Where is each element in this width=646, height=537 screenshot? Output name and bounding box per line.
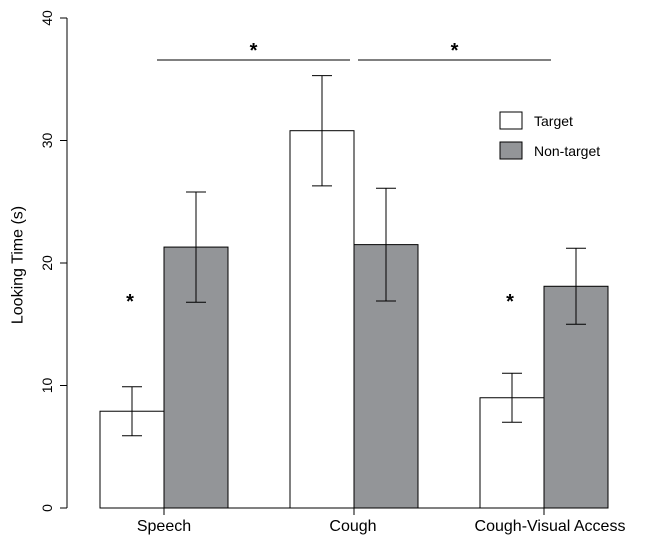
y-tick-label: 30 (39, 133, 55, 149)
legend: Target Non-target (499, 111, 600, 160)
x-axis: Speech Cough Cough-Visual Access (100, 507, 626, 535)
significance-star: * (451, 40, 459, 62)
significance-star: * (506, 291, 514, 313)
error-bars (122, 75, 586, 437)
y-tick-label: 10 (39, 378, 55, 394)
x-tick-label: Cough (329, 518, 376, 535)
legend-label: Non-target (534, 143, 600, 159)
bars (99, 130, 609, 509)
y-tick-label: 20 (39, 255, 55, 271)
significance-star: * (250, 40, 258, 62)
y-tick-label: 0 (39, 504, 55, 512)
legend-swatch (499, 111, 523, 130)
y-tick-label: 40 (39, 10, 55, 26)
y-axis-title: Looking Time (s) (10, 206, 27, 324)
legend-label: Target (534, 113, 573, 129)
y-axis: 0 10 20 30 40 (39, 10, 68, 512)
significance-star: * (126, 291, 134, 313)
bar-non-target (163, 246, 229, 509)
x-tick-label: Cough-Visual Access (475, 518, 626, 535)
legend-swatch (499, 141, 523, 160)
significance-markers: * * * * (126, 40, 551, 313)
x-tick-label: Speech (137, 518, 191, 535)
bar-target (289, 130, 355, 509)
